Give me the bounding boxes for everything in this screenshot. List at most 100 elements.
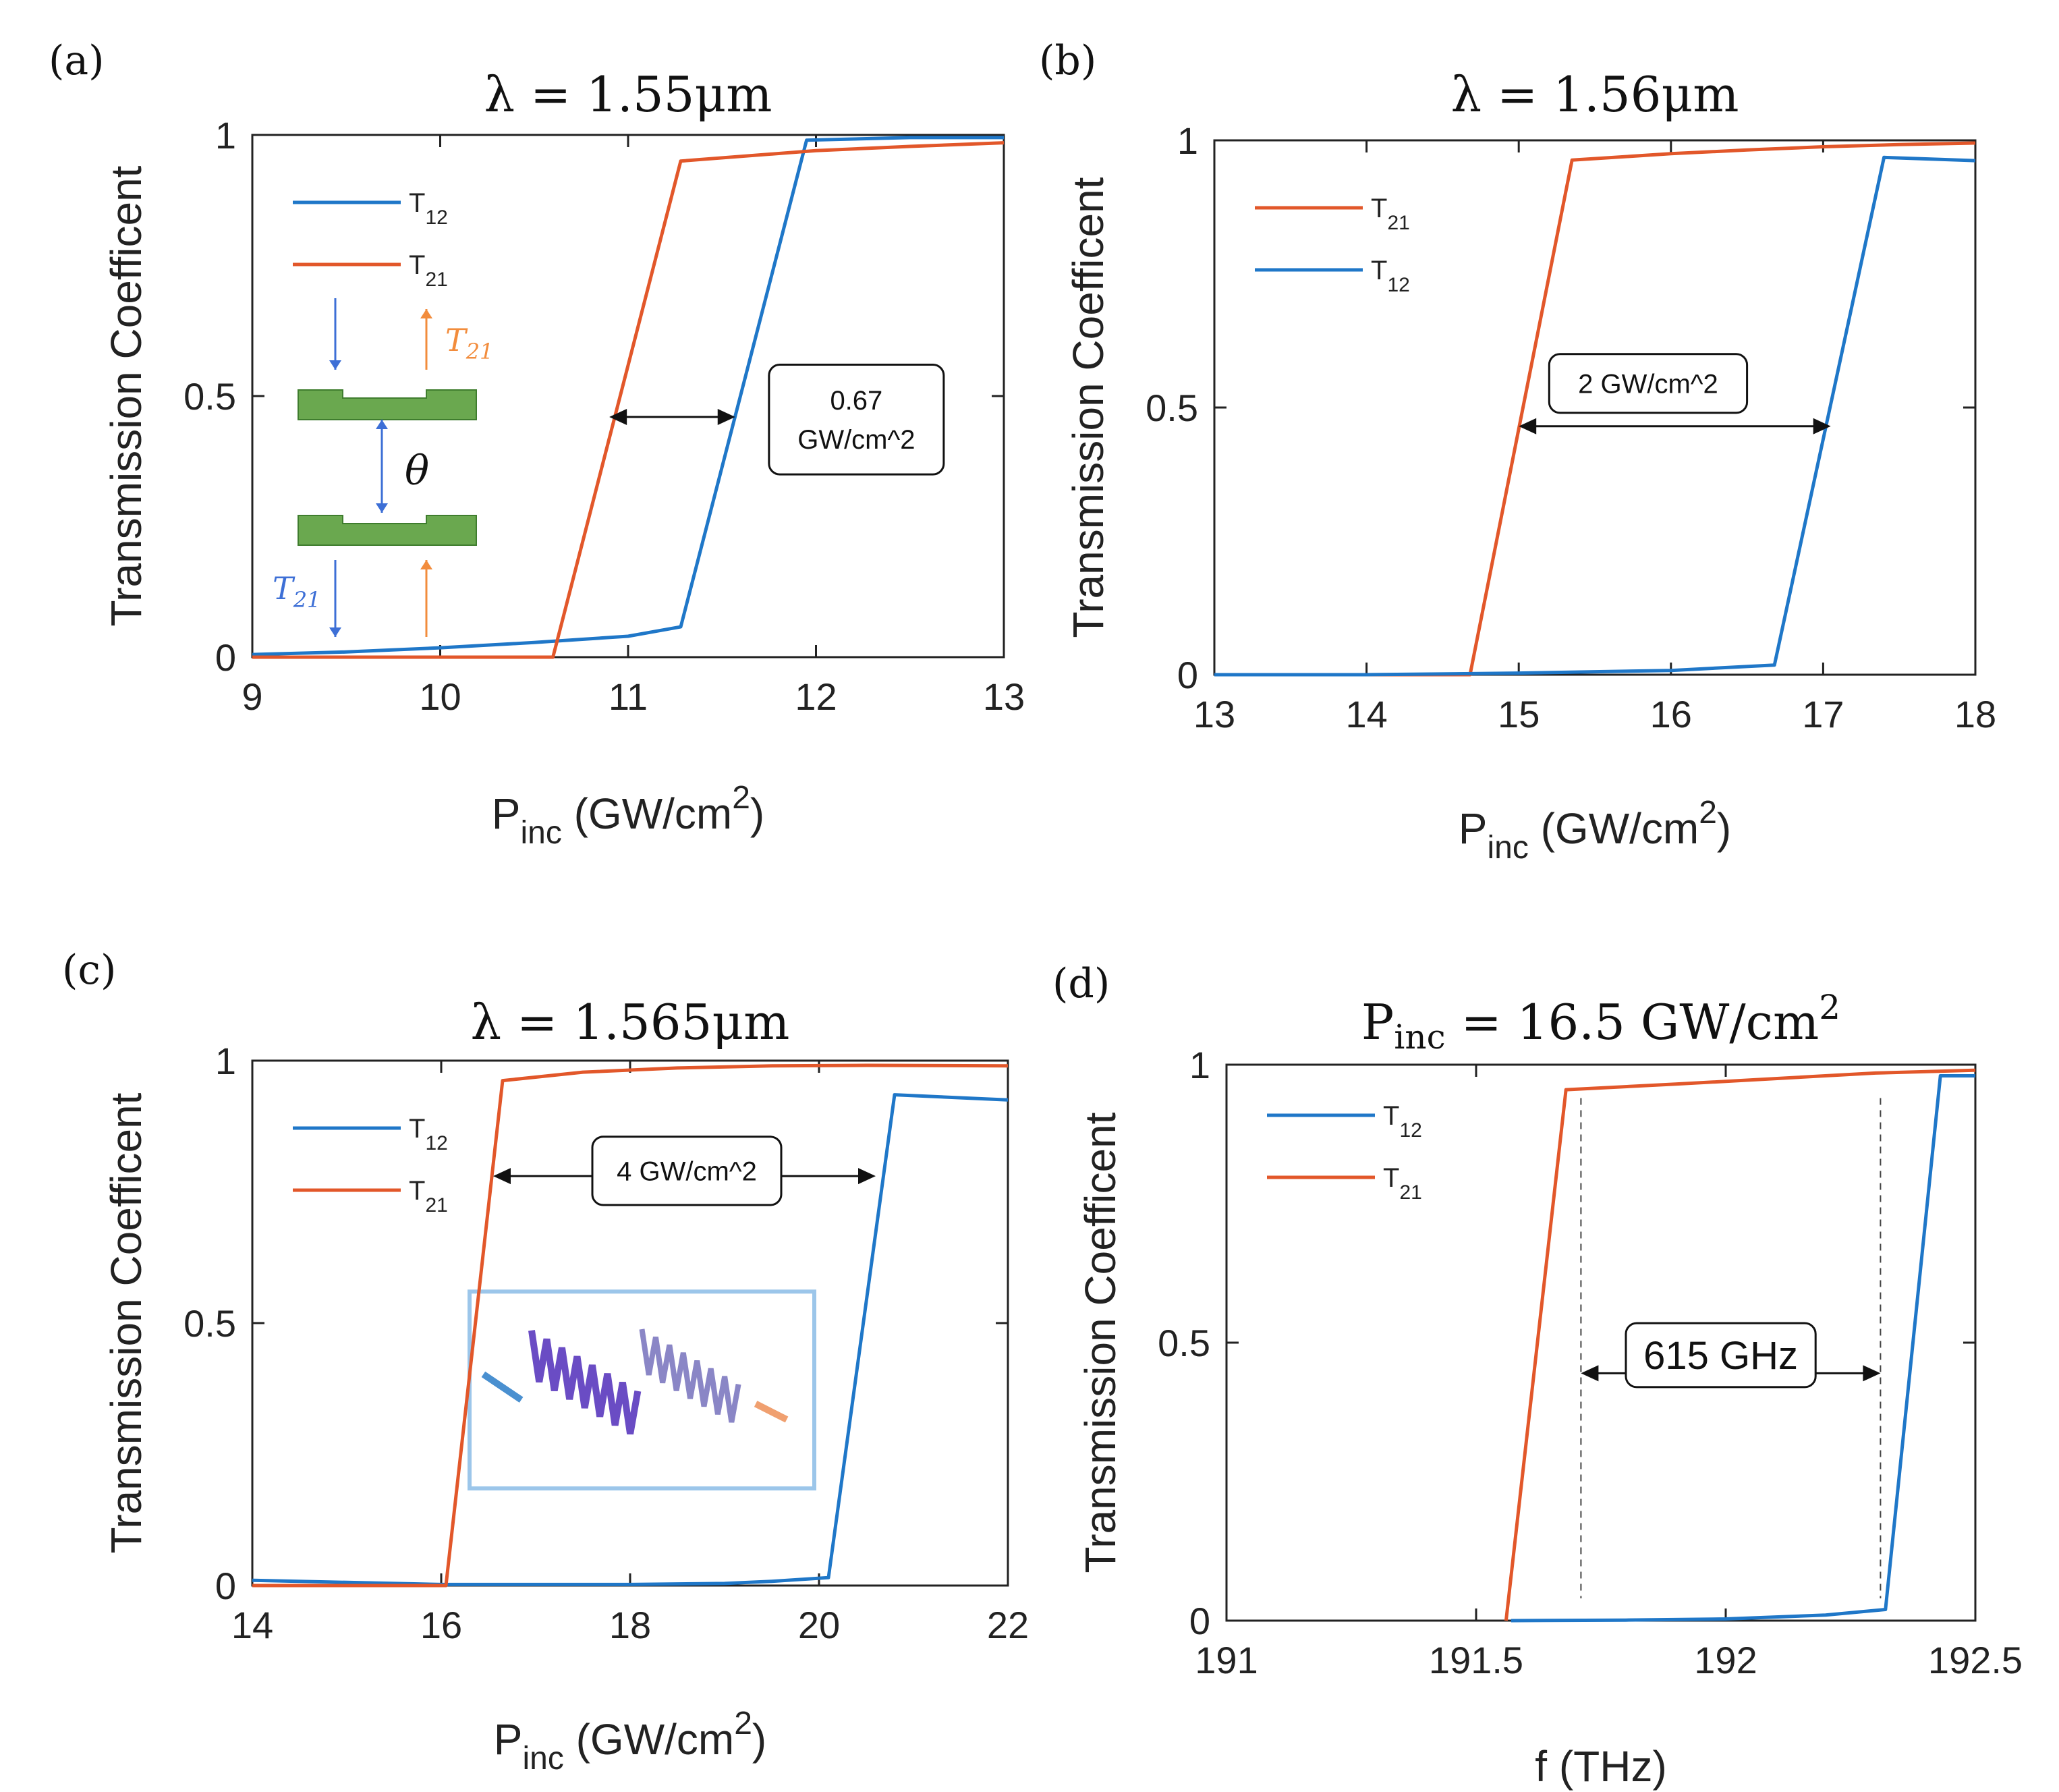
legend-label-t21: T21 <box>409 250 448 291</box>
waveguide-grating <box>298 389 477 420</box>
x-tick-label: 10 <box>419 675 461 718</box>
waveguide-grating <box>298 515 477 546</box>
width-annotation: 0.67 GW/cm^2 <box>609 364 945 476</box>
x-tick-label: 14 <box>231 1604 273 1646</box>
y-axis-label: Transmission Coefficent <box>102 165 150 626</box>
x-tick-label: 15 <box>1498 693 1540 735</box>
chart-panel-b: (b) λ = 1.56μm 13 14 15 16 17 18 0 0.5 1 Transmissi… <box>1039 37 1996 866</box>
x-tick-label: 191.5 <box>1429 1639 1523 1681</box>
legend-label-t21: T21 <box>409 1176 448 1216</box>
field-wave-right <box>639 1328 741 1423</box>
y-tick-label: 1 <box>1189 1044 1210 1086</box>
x-tick-label: 17 <box>1802 693 1844 735</box>
x-tick-label: 192.5 <box>1928 1639 2023 1681</box>
field-wave-left <box>528 1330 642 1435</box>
incident-arrow-down-head <box>329 360 341 370</box>
chart-title: λ = 1.56μm <box>1450 66 1739 123</box>
incident-arrow-up-head <box>420 560 432 569</box>
annotation-box <box>1548 353 1749 414</box>
width-annotation: 4 GW/cm^2 <box>493 1136 876 1206</box>
y-tick-label: 0.5 <box>1158 1322 1210 1364</box>
series-line-t12 <box>252 136 1004 656</box>
annotation-text: 0.67 <box>830 386 882 416</box>
x-tick-label: 16 <box>1650 693 1692 735</box>
y-tick-label: 0 <box>1177 654 1198 696</box>
series-line-t21 <box>1504 1068 1976 1621</box>
annotation-box <box>1625 1322 1817 1389</box>
x-tick-label: 14 <box>1345 693 1387 735</box>
legend-label-t12: T12 <box>409 188 448 229</box>
y-tick-label: 1 <box>215 114 236 157</box>
y-tick-label: 0.5 <box>184 1302 236 1345</box>
transmitted-arrow-down-head <box>329 627 341 637</box>
arrowhead-right <box>1863 1365 1881 1382</box>
annotation-text: GW/cm^2 <box>797 425 915 455</box>
incident-arrow-right <box>754 1401 789 1423</box>
inset-frame <box>468 1289 816 1491</box>
x-tick-label: 16 <box>420 1604 462 1646</box>
arrowhead-left <box>493 1168 511 1185</box>
chart-title: λ = 1.55μm <box>484 66 772 123</box>
chart-title: Pinc = 16.5 GW/cm2 <box>1361 988 1840 1057</box>
series-line-t12 <box>252 1093 1009 1586</box>
panel-label: (a) <box>49 37 105 84</box>
arrowhead-left <box>1519 418 1537 435</box>
x-tick-label: 191 <box>1195 1639 1258 1681</box>
chart-panel-c: (c) λ = 1.565μm 14 16 18 20 22 0 0.5 1 Transmissio… <box>62 947 1029 1776</box>
axes-box <box>1225 1063 1977 1622</box>
annotation-text: 2 GW/cm^2 <box>1578 369 1718 399</box>
bottom-transmission-label: T21 <box>273 570 320 613</box>
y-axis-label: Transmission Coefficent <box>102 1092 150 1553</box>
x-axis-label: f (THz) <box>1535 1742 1667 1791</box>
separation-arrow-head <box>376 503 388 513</box>
legend-label-t12: T12 <box>1371 256 1410 296</box>
incident-arrow-left <box>481 1371 524 1403</box>
x-tick-label: 20 <box>798 1604 840 1646</box>
x-tick-label: 18 <box>609 1604 651 1646</box>
series-line-t21 <box>252 141 1005 659</box>
x-tick-label: 13 <box>1193 693 1235 735</box>
arrowhead-left <box>1581 1365 1599 1382</box>
legend-label-t21: T21 <box>1371 194 1410 234</box>
y-tick-label: 0.5 <box>184 375 236 418</box>
arrowhead-right <box>1813 418 1831 435</box>
series-line-t12 <box>1511 1074 1975 1623</box>
transmitted-arrow-up-head <box>420 309 432 318</box>
legend-label-t12: T12 <box>409 1114 448 1154</box>
width-annotation: 615 GHz <box>1581 1322 1881 1389</box>
annotation-text: 615 GHz <box>1643 1334 1798 1378</box>
y-tick-label: 1 <box>1177 119 1198 162</box>
panel-label: (b) <box>1039 37 1096 84</box>
x-tick-label: 13 <box>983 675 1025 718</box>
x-tick-label: 22 <box>987 1604 1029 1646</box>
annotation-box <box>591 1136 783 1206</box>
y-tick-label: 0 <box>215 1565 236 1607</box>
x-tick-label: 11 <box>609 675 648 718</box>
arrowhead-right <box>858 1168 876 1185</box>
y-axis-label: Transmission Coefficent <box>1064 177 1112 638</box>
x-tick-label: 192 <box>1694 1639 1757 1681</box>
x-axis-label: Pinc (GW/cm2) <box>1459 795 1731 866</box>
panel-label: (d) <box>1052 960 1110 1007</box>
arrowhead-right <box>717 408 735 425</box>
y-tick-label: 1 <box>215 1040 236 1082</box>
top-transmission-label: T21 <box>445 322 493 364</box>
series-line-t21 <box>1214 141 1976 677</box>
series-line-t21 <box>252 1063 1009 1588</box>
y-tick-label: 0 <box>215 636 236 679</box>
arrowhead-left <box>609 408 627 425</box>
y-axis-label: Transmission Coefficent <box>1076 1112 1125 1573</box>
annotation-text: 4 GW/cm^2 <box>617 1156 757 1186</box>
waveguide-inset: θ T21 T21 <box>273 298 493 637</box>
x-tick-label: 12 <box>795 675 837 718</box>
width-annotation: 2 GW/cm^2 <box>1519 353 1831 435</box>
separation-arrow-tail <box>376 420 388 429</box>
field-rendering-inset <box>468 1289 816 1491</box>
chart-panel-a: (a) λ = 1.55μm 9 10 11 12 13 0 0.5 1 Transmission … <box>49 37 1025 851</box>
angle-symbol: θ <box>405 447 429 495</box>
panel-label: (c) <box>62 947 116 994</box>
x-axis-label: Pinc (GW/cm2) <box>492 780 764 851</box>
x-tick-label: 18 <box>1954 693 1996 735</box>
annotation-box <box>768 364 945 476</box>
